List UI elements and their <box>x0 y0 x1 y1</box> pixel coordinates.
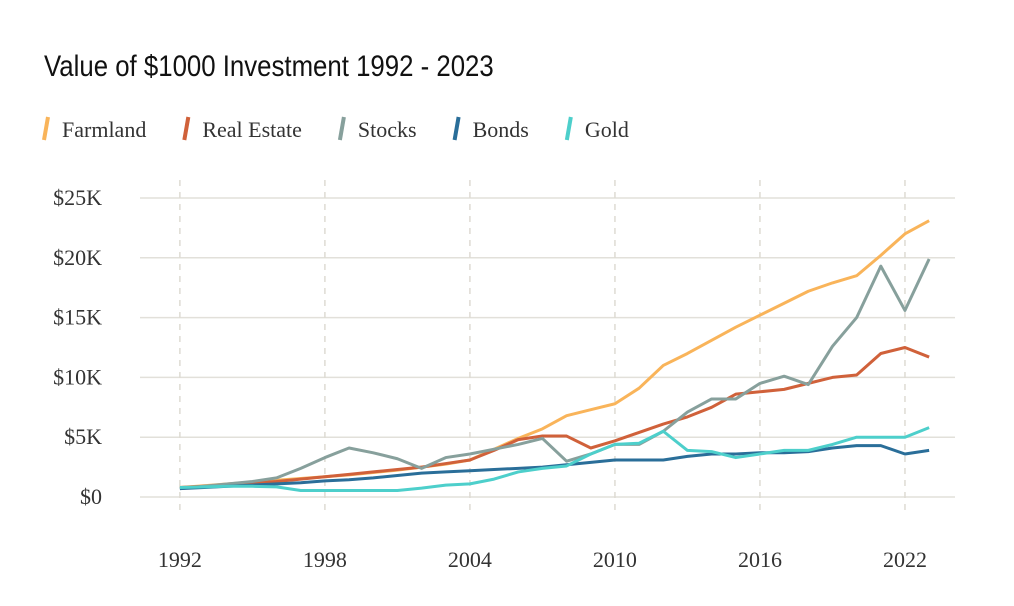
legend-label: Stocks <box>358 117 417 142</box>
legend-swatch <box>182 116 191 141</box>
series-line <box>179 258 931 491</box>
legend-swatch <box>564 116 573 141</box>
y-tick-label: $25K <box>53 185 102 210</box>
legend-swatch <box>452 116 461 141</box>
legend-label: Bonds <box>473 117 529 142</box>
chart-title: Value of $1000 Investment 1992 - 2023 <box>44 49 494 82</box>
series-line <box>179 426 930 492</box>
legend-swatch <box>337 116 346 141</box>
legend-label: Farmland <box>62 117 146 142</box>
x-tick-label: 1998 <box>303 547 347 572</box>
x-tick-label: 2004 <box>448 547 492 572</box>
legend-swatch <box>42 116 50 141</box>
x-tick-label: 1992 <box>158 547 202 572</box>
y-tick-label: $20K <box>53 245 102 270</box>
x-tick-label: 2016 <box>738 547 782 572</box>
legend-label: Gold <box>585 117 629 142</box>
y-tick-label: $0 <box>80 484 102 509</box>
y-tick-label: $15K <box>53 305 102 330</box>
y-tick-label: $5K <box>64 424 102 449</box>
y-tick-label: $10K <box>53 364 102 389</box>
legend-label: Real Estate <box>202 117 302 142</box>
x-tick-label: 2010 <box>593 547 637 572</box>
x-tick-label: 2022 <box>883 547 927 572</box>
